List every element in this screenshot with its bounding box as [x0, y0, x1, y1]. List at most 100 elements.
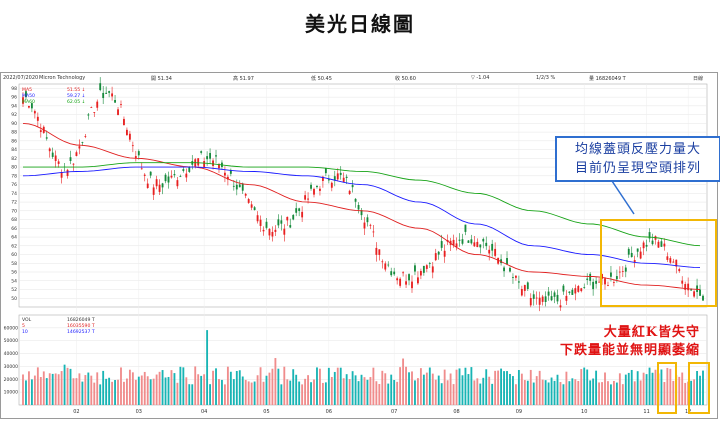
volume-bar: [126, 378, 128, 405]
volume-note-line-2: 下跌量能並無明顯萎縮: [559, 343, 700, 358]
candle-body: [310, 184, 312, 189]
candle-body: [117, 109, 119, 115]
candle-body: [553, 292, 556, 297]
candle-body: [624, 267, 627, 272]
volume-bar: [363, 377, 366, 405]
volume-bar: [387, 383, 390, 405]
volume-bar: [149, 379, 152, 405]
volume-bar: [140, 375, 143, 405]
volume-bar: [556, 374, 559, 405]
volume-bar: [250, 382, 253, 405]
volume-bar: [669, 368, 672, 405]
month-tick-label: 04: [201, 409, 207, 415]
volume-bar: [146, 376, 149, 405]
volume-bar: [514, 384, 517, 405]
volume-bar: [48, 373, 51, 405]
volume-bar: [467, 374, 470, 405]
volume-bar: [506, 371, 508, 405]
volume-bar: [289, 380, 292, 405]
candle-body: [203, 161, 206, 168]
volume-bar: [607, 381, 609, 405]
candle-body: [321, 176, 324, 181]
volume-bar: [66, 367, 69, 405]
candle-body: [25, 91, 27, 98]
volume-bar: [316, 367, 318, 405]
candle-body: [60, 172, 63, 178]
volume-bar: [425, 372, 428, 405]
volume-bar: [449, 373, 452, 405]
volume-bar: [173, 373, 176, 405]
volume-bar: [155, 374, 158, 405]
volume-bar: [137, 376, 140, 405]
candle-body: [69, 157, 72, 161]
candle-body: [206, 156, 209, 160]
price-tick-label: 78: [11, 173, 17, 179]
candle-body: [425, 265, 428, 269]
volume-bar: [446, 380, 449, 405]
candle-body: [678, 269, 681, 272]
candle-body: [81, 142, 84, 143]
candle-body: [229, 169, 232, 174]
candle-body: [571, 289, 574, 295]
candle-body: [200, 151, 203, 153]
candle-body: [615, 276, 618, 280]
volume-bar: [437, 375, 440, 405]
volume-bar: [188, 384, 191, 405]
volume-bar: [624, 374, 627, 405]
candle-body: [696, 285, 698, 292]
volume-bar: [307, 375, 309, 405]
candle-body: [96, 101, 99, 108]
volume-bar: [568, 381, 571, 405]
volume-bar: [105, 378, 108, 405]
price-tick-label: 50: [11, 296, 17, 302]
candle-body: [648, 232, 651, 239]
info-close: 收 50.60: [395, 76, 416, 82]
ma-line-ma60: [23, 162, 701, 247]
candle-body: [621, 271, 624, 273]
volume-bar: [324, 382, 327, 405]
candle-body: [411, 281, 413, 289]
candle-body: [642, 242, 645, 249]
candle-body: [461, 239, 464, 244]
candle-body: [604, 278, 606, 285]
candle-body: [514, 275, 517, 278]
volume-bar: [265, 375, 268, 405]
candle-body: [419, 270, 422, 276]
candle-body: [57, 161, 60, 164]
volume-bar: [262, 381, 265, 405]
volume-bar: [96, 372, 99, 405]
volume-bar: [87, 372, 90, 405]
volume-bar: [411, 371, 413, 405]
volume-bar: [512, 376, 514, 405]
candle-body: [348, 190, 351, 194]
candle-body: [669, 258, 672, 263]
candle-body: [443, 250, 446, 257]
volume-bar: [577, 381, 580, 405]
volume-bar: [431, 373, 434, 405]
volume-bar: [348, 379, 351, 405]
volume-bar: [176, 382, 179, 405]
candle-body: [108, 91, 111, 93]
volume-bar: [33, 375, 36, 405]
candle-body: [223, 172, 226, 176]
volume-bar: [526, 380, 529, 405]
candle-body: [298, 208, 301, 211]
volume-bar: [396, 381, 399, 405]
candle-body: [114, 99, 116, 103]
price-tick-label: 82: [11, 156, 17, 162]
candle-body: [372, 231, 375, 233]
volume-bar: [654, 369, 657, 405]
volume-bar: [120, 367, 122, 405]
price-legend-value: 51.55 ↓: [67, 87, 85, 93]
candle-body: [238, 184, 241, 188]
month-tick-label: 10: [581, 409, 587, 415]
info-open: 開 51.34: [151, 76, 172, 82]
volume-bar: [203, 374, 206, 405]
candle-body: [295, 208, 298, 213]
info-bar: 2022/07/2020 Micron Technology 開 51.34 高…: [1, 73, 717, 82]
volume-bar: [90, 375, 93, 405]
volume-bar: [36, 367, 39, 405]
volume-bar: [369, 377, 372, 405]
volume-bar: [517, 370, 520, 405]
volume-bar: [532, 382, 535, 405]
